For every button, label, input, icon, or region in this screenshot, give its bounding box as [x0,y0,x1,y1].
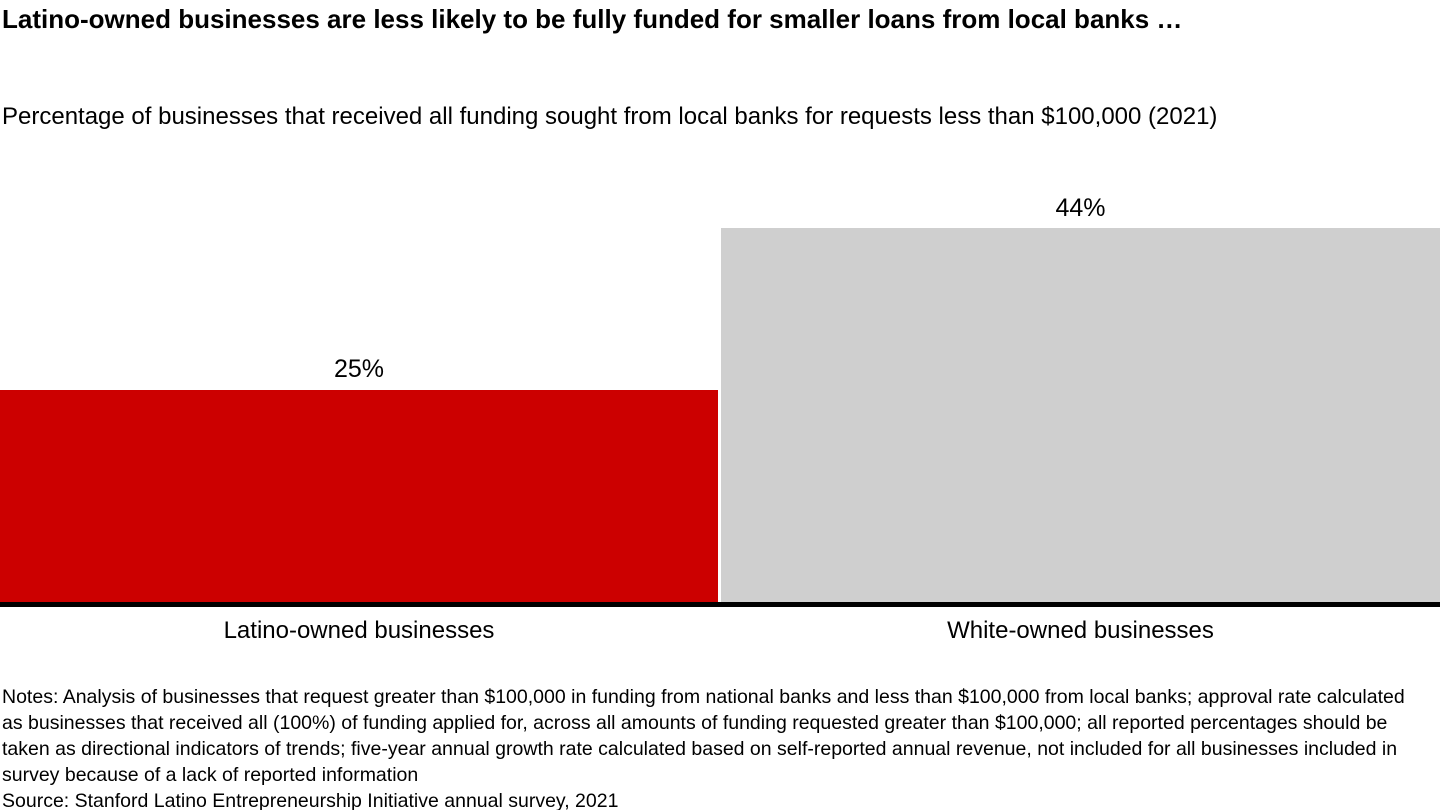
notes-line: survey because of a lack of reported inf… [2,764,419,786]
value-label-latino: 25% [333,355,385,383]
bar-chart-plot: 25% 44% [0,0,1440,602]
category-label-latino: Latino-owned businesses [223,617,495,644]
value-label-white: 44% [1055,193,1106,222]
bar-latino [0,389,718,602]
bar-white [721,228,1440,602]
bar-column-white: 44% [721,0,1440,602]
notes-line: taken as directional indicators of trend… [2,738,1398,760]
notes: Notes: Analysis of businesses that reque… [2,684,1440,810]
chart-title: Latino-owned businesses are less likely … [2,4,1183,34]
category-label-white: White-owned businesses [947,617,1214,644]
chart-subtitle: Percentage of businesses that received a… [2,103,1218,130]
source-line: Source: Stanford Latino Entrepreneurship… [2,790,619,810]
bar-column-latino: 25% [0,0,718,602]
notes-line: Notes: Analysis of businesses that reque… [2,686,1405,708]
notes-line: as businesses that received all (100%) o… [2,712,1388,734]
x-axis-line [0,602,1440,607]
